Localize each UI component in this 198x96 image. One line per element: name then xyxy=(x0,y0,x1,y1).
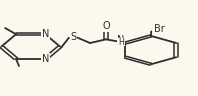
Text: O: O xyxy=(102,21,110,31)
Text: H: H xyxy=(118,38,124,47)
Text: Br: Br xyxy=(154,24,165,34)
Text: S: S xyxy=(70,32,76,42)
Text: N: N xyxy=(42,54,49,64)
Text: N: N xyxy=(42,29,49,39)
Text: N: N xyxy=(117,35,125,45)
